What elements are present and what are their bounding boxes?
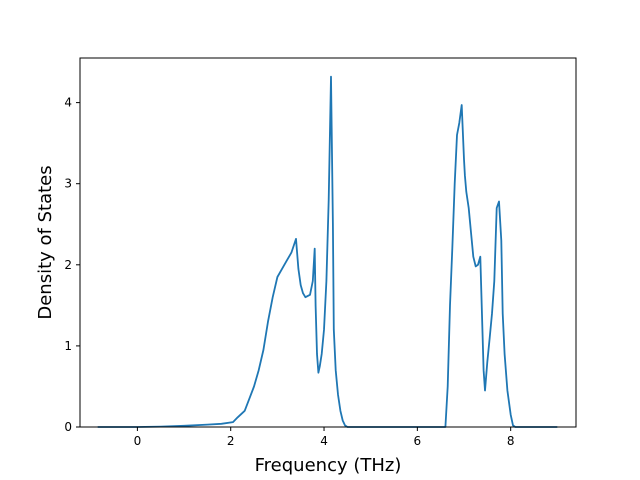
x-axis: 0 2 4 6 8	[134, 427, 515, 448]
plot-area	[97, 75, 558, 428]
x-tick-label: 0	[134, 434, 142, 448]
x-tick-label: 2	[227, 434, 235, 448]
x-tick-label: 8	[507, 434, 515, 448]
axes-frame	[79, 57, 577, 428]
y-axis-label: Density of States	[35, 165, 56, 319]
dos-series-line-0	[97, 75, 558, 428]
y-tick-label: 2	[64, 258, 72, 272]
x-axis-label: Frequency (THz)	[255, 455, 402, 476]
y-tick-label: 3	[64, 177, 72, 191]
x-tick-label: 4	[320, 434, 328, 448]
y-axis: 0 1 2 3 4	[64, 96, 80, 434]
y-tick-label: 4	[64, 96, 72, 110]
y-tick-label: 1	[64, 339, 72, 353]
y-tick-label: 0	[64, 420, 72, 434]
x-tick-label: 6	[414, 434, 422, 448]
